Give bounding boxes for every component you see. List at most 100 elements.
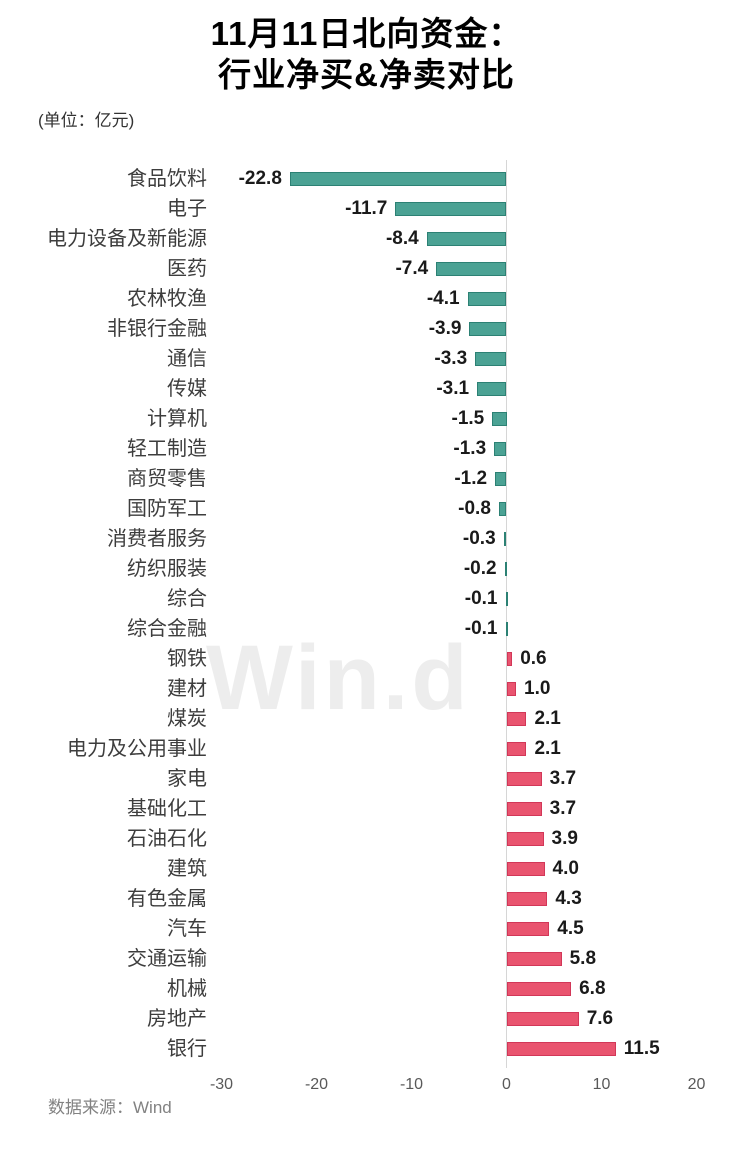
- category-label: 农林牧渔: [127, 288, 207, 310]
- bar-轻工制造: [494, 442, 507, 456]
- value-label: -1.5: [451, 408, 485, 429]
- category-label: 非银行金融: [107, 318, 207, 340]
- category-label: 轻工制造: [127, 438, 207, 460]
- chart-row: 传媒 -3.1: [0, 374, 733, 404]
- bar-食品饮料: [289, 172, 507, 186]
- bar-家电: [506, 772, 542, 786]
- category-label: 通信: [167, 348, 207, 370]
- chart-row: 基础化工 3.7: [0, 794, 733, 824]
- value-label: 2.1: [534, 738, 561, 759]
- value-label: -3.1: [436, 378, 470, 399]
- wind-watermark: Win.d: [206, 627, 471, 729]
- value-label: -0.1: [464, 588, 498, 609]
- category-label: 建材: [167, 678, 207, 700]
- chart-row: 非银行金融 -3.9: [0, 314, 733, 344]
- chart-row: 通信 -3.3: [0, 344, 733, 374]
- bar-交通运输: [506, 952, 562, 966]
- chart-row: 电子 -11.7: [0, 194, 733, 224]
- chart-row: 纺织服装 -0.2: [0, 554, 733, 584]
- category-label: 机械: [167, 978, 207, 1000]
- value-label: -11.7: [345, 198, 388, 219]
- value-label: 3.7: [549, 768, 577, 789]
- category-label: 传媒: [167, 378, 207, 400]
- bar-煤炭: [506, 712, 527, 726]
- chart-row: 有色金属 4.3: [0, 884, 733, 914]
- category-label: 电子: [167, 198, 207, 220]
- value-label: -0.8: [458, 498, 491, 519]
- category-label: 煤炭: [167, 708, 207, 730]
- source-note: 数据来源：Wind: [48, 1098, 172, 1117]
- value-label: 7.6: [586, 1008, 614, 1029]
- chart-row: 交通运输 5.8: [0, 944, 733, 974]
- category-label: 消费者服务: [107, 528, 207, 550]
- value-label: -0.3: [462, 528, 496, 549]
- chart-row: 建筑 4.0: [0, 854, 733, 884]
- chart-row: 电力及公用事业 2.1: [0, 734, 733, 764]
- bar-商贸零售: [495, 472, 507, 486]
- chart-row: 食品饮料 -22.8: [0, 164, 733, 194]
- bar-综合金融: [505, 622, 508, 636]
- chart-row: 银行 11.5: [0, 1034, 733, 1064]
- value-label: 5.8: [569, 948, 597, 969]
- chart-row: 医药 -7.4: [0, 254, 733, 284]
- category-label: 综合: [167, 588, 207, 610]
- chart-row: 煤炭 2.1: [0, 704, 733, 734]
- value-label: -7.4: [395, 258, 429, 279]
- chart-row: 消费者服务 -0.3: [0, 524, 733, 554]
- chart-row: 综合 -0.1: [0, 584, 733, 614]
- bar-计算机: [492, 412, 507, 426]
- category-label: 商贸零售: [127, 468, 207, 490]
- x-axis-tick-label: -20: [304, 1076, 329, 1093]
- x-axis-tick-label: -10: [399, 1076, 424, 1093]
- category-label: 电力及公用事业: [67, 738, 207, 760]
- chart-row: 汽车 4.5: [0, 914, 733, 944]
- value-label: -3.3: [434, 348, 468, 369]
- bar-综合: [505, 592, 508, 606]
- x-axis-tick-label: 20: [687, 1076, 706, 1093]
- category-label: 交通运输: [127, 948, 207, 970]
- value-label: -22.8: [238, 168, 282, 189]
- x-axis-tick-label: 10: [592, 1076, 611, 1093]
- bar-基础化工: [506, 802, 542, 816]
- category-label: 房地产: [147, 1008, 207, 1030]
- category-label: 有色金属: [127, 888, 207, 910]
- value-label: 4.5: [557, 918, 584, 939]
- chart-title-line2: 行业净买&净卖对比: [218, 56, 515, 93]
- bar-电力设备及新能源: [426, 232, 507, 246]
- chart-row: 石油石化 3.9: [0, 824, 733, 854]
- category-label: 石油石化: [127, 828, 207, 850]
- bar-国防军工: [498, 502, 507, 516]
- chart-row: 农林牧渔 -4.1: [0, 284, 733, 314]
- category-label: 综合金融: [127, 618, 207, 640]
- x-axis-tick-label: 0: [502, 1076, 511, 1093]
- value-label: -4.1: [426, 288, 460, 309]
- value-label: -0.2: [463, 558, 497, 579]
- bar-通信: [475, 352, 507, 366]
- bar-非银行金融: [469, 322, 507, 336]
- chart-row: 家电 3.7: [0, 764, 733, 794]
- category-label: 医药: [167, 258, 207, 280]
- category-label: 国防军工: [127, 498, 207, 520]
- bar-机械: [506, 982, 572, 996]
- chart-row: 商贸零售 -1.2: [0, 464, 733, 494]
- chart-row: 机械 6.8: [0, 974, 733, 1004]
- category-label: 基础化工: [127, 798, 207, 820]
- category-label: 钢铁: [167, 648, 207, 670]
- unit-note: (单位：亿元): [38, 111, 135, 130]
- value-label: 3.7: [549, 798, 577, 819]
- chart-row: 轻工制造 -1.3: [0, 434, 733, 464]
- value-label: 4.0: [552, 858, 579, 879]
- chart-row: 电力设备及新能源 -8.4: [0, 224, 733, 254]
- bar-电力及公用事业: [506, 742, 527, 756]
- bar-银行: [506, 1042, 616, 1056]
- category-label: 电力设备及新能源: [47, 228, 207, 250]
- value-label: 2.1: [534, 708, 561, 729]
- chart-row: 计算机 -1.5: [0, 404, 733, 434]
- value-label: -8.4: [385, 228, 419, 249]
- bar-钢铁: [506, 652, 513, 666]
- chart-row: 钢铁 0.6: [0, 644, 733, 674]
- chart-title: 11月11日北向资金： 行业净买&净卖对比: [0, 13, 733, 95]
- bar-房地产: [506, 1012, 579, 1026]
- category-label: 建筑: [167, 858, 207, 880]
